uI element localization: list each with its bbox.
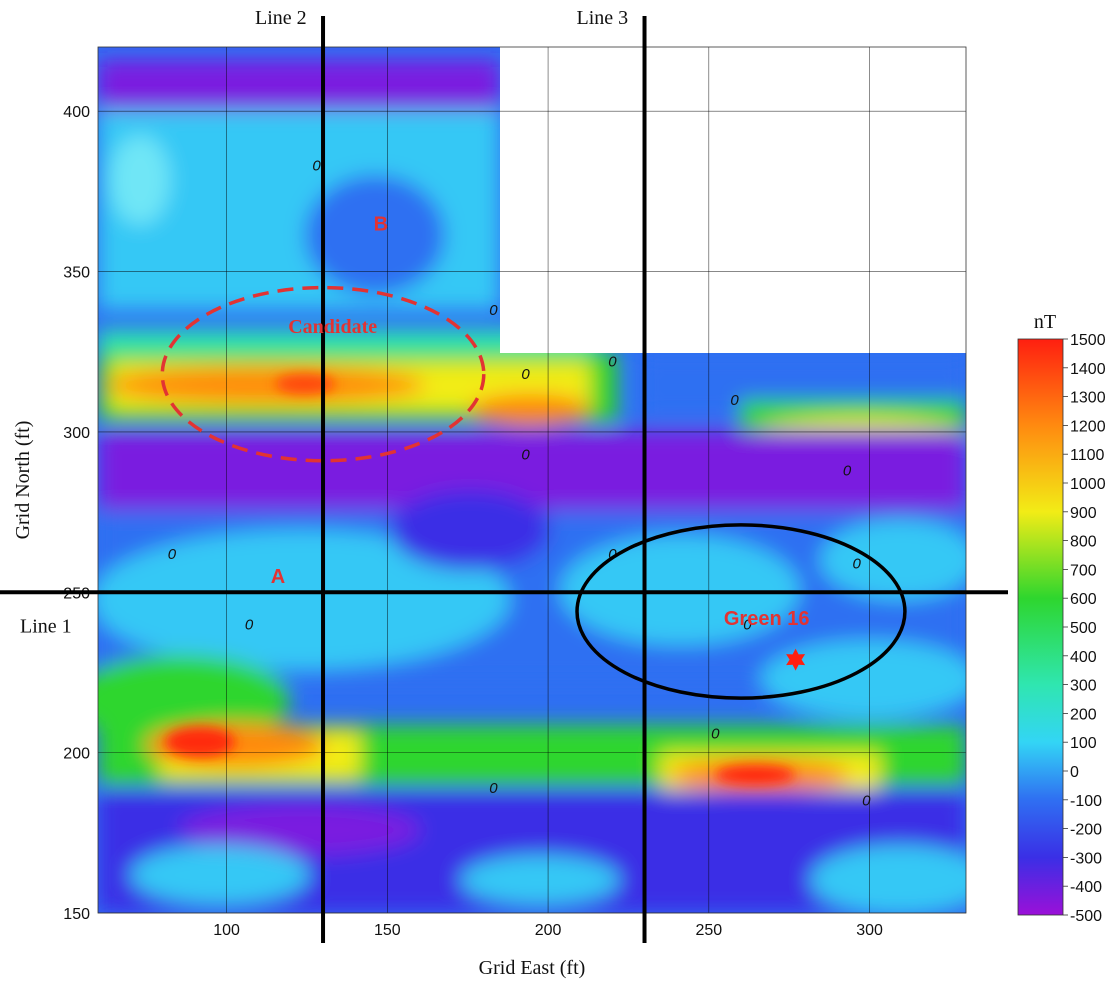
x-axis-label: Grid East (ft) <box>479 957 586 979</box>
x-tick-label: 250 <box>695 922 722 939</box>
colorbar-ticks: 1500140013001200110010009008007006005004… <box>1063 332 1106 925</box>
colorbar-tick-label: 1100 <box>1070 447 1105 464</box>
x-tick-label: 300 <box>856 922 883 939</box>
zero-contour-label: 0 <box>521 446 530 463</box>
colorbar-tick-label: 1500 <box>1070 332 1106 349</box>
colorbar-tick-label: 600 <box>1070 591 1097 608</box>
colorbar-tick-label: 100 <box>1070 735 1097 752</box>
x-axis-ticks: 100 150 200 250 300 <box>213 922 883 939</box>
colorbar-gradient <box>1017 338 1064 916</box>
x-tick-label: 200 <box>535 922 562 939</box>
survey-lines: Line 1 Line 2 Line 3 <box>0 7 1008 943</box>
colorbar-tick-label: 700 <box>1070 562 1097 579</box>
zero-contour-label: 0 <box>608 546 617 563</box>
survey-line-label: Line 1 <box>20 615 72 637</box>
colorbar-tick-label: 900 <box>1070 505 1097 522</box>
colorbar: nT 1500140013001200110010009008007006005… <box>1017 311 1106 925</box>
x-tick-label: 100 <box>213 922 240 939</box>
colorbar-tick-label: 400 <box>1070 649 1097 666</box>
colorbar-tick-label: 300 <box>1070 678 1097 695</box>
annotation-label: A <box>271 566 285 588</box>
colorbar-tick-label: -200 <box>1070 822 1102 839</box>
colorbar-tick-label: 1200 <box>1070 418 1106 435</box>
colorbar-tick-label: 1300 <box>1070 390 1106 407</box>
region-green-16 <box>575 523 907 700</box>
no-data-region <box>500 47 966 353</box>
zero-contour-label: 0 <box>521 366 530 383</box>
colorbar-tick-label: -500 <box>1070 908 1102 925</box>
y-tick-label: 300 <box>63 425 90 442</box>
annotation-label: Green 16 <box>724 608 810 630</box>
zero-contour-labels: 0 0 0 0 0 0 0 0 0 0 0 0 0 0 0 <box>168 158 871 810</box>
colorbar-tick-label: 500 <box>1070 620 1097 637</box>
y-axis-ticks: 150200250300350400 <box>63 104 90 923</box>
y-axis-label: Grid North (ft) <box>12 421 34 540</box>
region-candidate <box>160 285 486 463</box>
colorbar-tick-label: -100 <box>1070 793 1102 810</box>
survey-line-label: Line 3 <box>577 7 629 29</box>
zero-contour-label: 0 <box>245 616 254 633</box>
zero-contour-label: 0 <box>312 158 321 175</box>
zero-contour-label: 0 <box>608 353 617 370</box>
star-marker <box>786 648 806 671</box>
annotation-label: Candidate <box>288 316 377 338</box>
y-tick-label: 350 <box>63 265 90 282</box>
colorbar-tick-label: -400 <box>1070 879 1102 896</box>
zero-contour-label: 0 <box>743 616 752 633</box>
survey-line-label: Line 2 <box>255 7 307 29</box>
gridlines <box>97 46 967 914</box>
colorbar-tick-label: 0 <box>1070 764 1079 781</box>
colorbar-tick-label: 1000 <box>1070 476 1106 493</box>
y-tick-label: 200 <box>63 746 90 763</box>
annotation-label: B <box>374 213 388 235</box>
plot-frame <box>97 46 967 914</box>
x-tick-label: 150 <box>374 922 401 939</box>
zero-contour-label: 0 <box>730 392 739 409</box>
target-marker <box>786 648 806 671</box>
colorbar-tick-label: 200 <box>1070 706 1097 723</box>
zero-contour-label: 0 <box>853 555 862 572</box>
zero-contour-label: 0 <box>489 780 498 797</box>
colorbar-tick-label: 1400 <box>1070 361 1106 378</box>
y-tick-label: 400 <box>63 104 90 121</box>
colorbar-unit: nT <box>1034 311 1056 333</box>
y-tick-label: 150 <box>63 906 90 923</box>
annotations: A B Candidate Green 16 <box>271 213 810 630</box>
zero-contour-label: 0 <box>168 546 177 563</box>
colorbar-tick-label: -300 <box>1070 850 1102 867</box>
zero-contour-label: 0 <box>843 462 852 479</box>
colorbar-tick-label: 800 <box>1070 534 1097 551</box>
zero-contour-label: 0 <box>489 302 498 319</box>
zero-contour-label: 0 <box>711 725 720 742</box>
zero-contour-label: 0 <box>862 793 871 810</box>
region-outlines <box>160 285 907 700</box>
